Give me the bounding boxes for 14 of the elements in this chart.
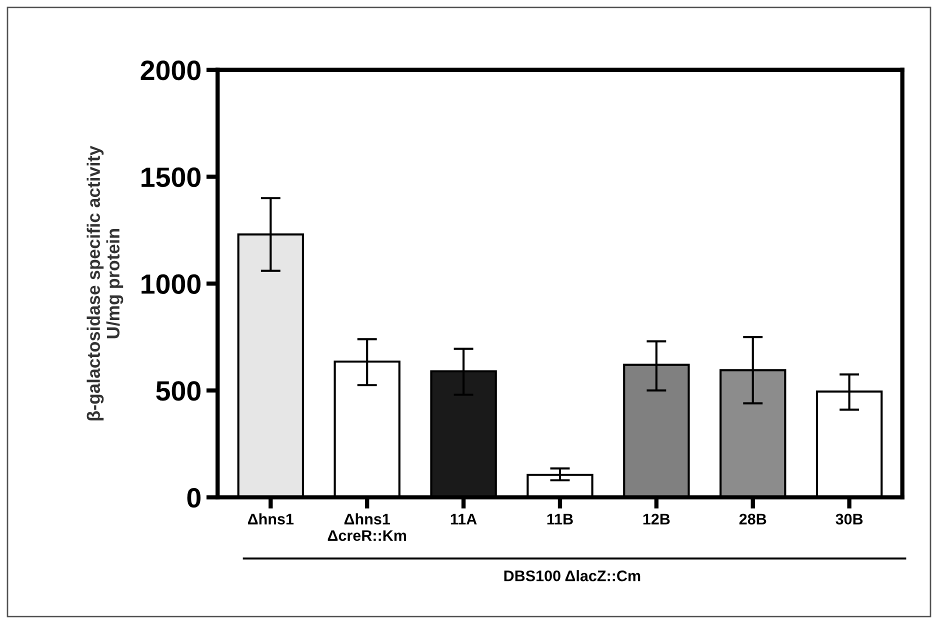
x-tick-label: 12B bbox=[643, 514, 670, 524]
x-tick-label: Δhns1 ΔcreR::Km bbox=[328, 513, 406, 541]
x-tick-label: 28B bbox=[739, 514, 766, 525]
y-tick-label: 1500 bbox=[142, 167, 201, 188]
x-tick-label: 30B bbox=[836, 514, 863, 525]
x-tick-label: 11A bbox=[450, 514, 477, 524]
y-axis-title: β-galactosidase specific activity U/mg protein bbox=[86, 146, 124, 420]
x-tick-label: 11B bbox=[547, 514, 573, 524]
y-tick-label: 2000 bbox=[140, 60, 201, 80]
text: DBS100 ΔlacZ::Cm bbox=[504, 570, 640, 582]
y-tick-label: 1000 bbox=[142, 274, 201, 294]
y-tick-label: 0 bbox=[187, 488, 201, 508]
x-tick-label: Δhns1 bbox=[248, 513, 294, 525]
y-tick-label: 500 bbox=[156, 381, 201, 401]
